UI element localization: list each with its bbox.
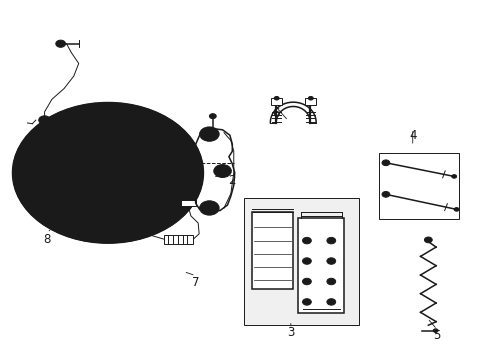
Circle shape bbox=[70, 161, 82, 170]
Bar bbox=[305, 98, 316, 105]
Circle shape bbox=[203, 204, 214, 212]
Circle shape bbox=[424, 237, 431, 243]
Bar bbox=[244, 198, 358, 325]
Circle shape bbox=[326, 278, 335, 285]
Circle shape bbox=[199, 201, 219, 215]
Circle shape bbox=[381, 160, 389, 166]
Circle shape bbox=[203, 130, 214, 138]
Circle shape bbox=[274, 96, 279, 100]
Text: 2: 2 bbox=[228, 174, 236, 186]
Bar bbox=[298, 218, 344, 313]
Circle shape bbox=[326, 299, 335, 305]
Circle shape bbox=[302, 237, 311, 244]
Circle shape bbox=[136, 182, 145, 189]
Circle shape bbox=[121, 188, 134, 197]
Text: 3: 3 bbox=[286, 326, 294, 339]
Circle shape bbox=[453, 208, 458, 211]
Circle shape bbox=[432, 329, 437, 332]
Circle shape bbox=[133, 161, 145, 170]
Circle shape bbox=[199, 127, 219, 141]
Bar bbox=[378, 153, 458, 220]
Text: 7: 7 bbox=[192, 276, 199, 289]
Bar bbox=[271, 98, 282, 105]
Circle shape bbox=[326, 237, 335, 244]
Circle shape bbox=[302, 299, 311, 305]
Circle shape bbox=[209, 114, 216, 119]
Circle shape bbox=[102, 144, 114, 153]
Circle shape bbox=[217, 167, 227, 175]
Text: 5: 5 bbox=[432, 329, 440, 342]
Text: 1: 1 bbox=[111, 202, 119, 215]
Circle shape bbox=[52, 142, 61, 149]
Circle shape bbox=[61, 139, 154, 207]
Text: 4: 4 bbox=[408, 129, 416, 142]
Circle shape bbox=[302, 278, 311, 285]
Circle shape bbox=[84, 156, 131, 190]
Circle shape bbox=[308, 96, 313, 100]
Circle shape bbox=[13, 103, 203, 243]
Circle shape bbox=[381, 192, 389, 197]
Bar bbox=[181, 201, 195, 206]
Circle shape bbox=[82, 188, 95, 197]
Circle shape bbox=[326, 258, 335, 264]
Circle shape bbox=[451, 175, 456, 178]
Circle shape bbox=[56, 40, 65, 47]
Circle shape bbox=[213, 165, 231, 177]
Bar bbox=[163, 234, 193, 244]
Bar bbox=[251, 212, 293, 289]
Circle shape bbox=[39, 116, 50, 125]
Text: 8: 8 bbox=[43, 233, 51, 246]
Text: 6: 6 bbox=[272, 107, 279, 120]
Circle shape bbox=[302, 258, 311, 264]
